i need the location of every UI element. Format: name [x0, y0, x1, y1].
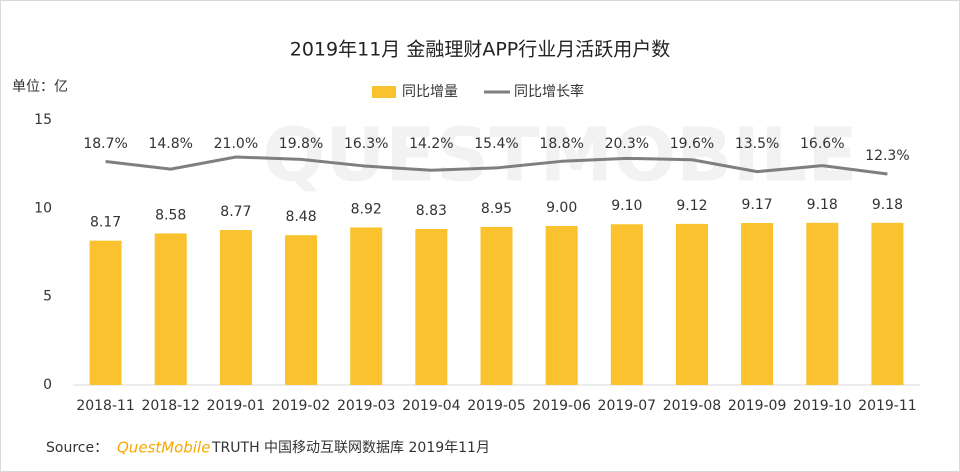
- chart-title: 2019年11月 金融理财APP行业月活跃用户数: [290, 39, 670, 61]
- x-tick-label: 2019-07: [598, 398, 657, 414]
- bar-value-label: 8.77: [220, 204, 251, 220]
- line-value-label: 20.3%: [605, 136, 649, 152]
- line-value-label: 13.5%: [735, 136, 779, 152]
- bar: [350, 227, 383, 385]
- bar-value-label: 9.17: [742, 197, 773, 213]
- bar: [545, 226, 578, 385]
- bar-value-label: 8.83: [416, 203, 447, 219]
- line-value-label: 21.0%: [214, 136, 258, 152]
- line-value-label: 18.8%: [539, 136, 583, 152]
- x-tick-label: 2019-02: [272, 398, 331, 414]
- x-tick-label: 2019-01: [207, 398, 266, 414]
- bar: [480, 226, 513, 385]
- bar: [871, 222, 904, 385]
- legend-label: 同比增量: [402, 84, 458, 100]
- line-value-label: 19.6%: [670, 136, 714, 152]
- bar: [154, 233, 187, 385]
- legend-swatch: [372, 86, 396, 98]
- bar-value-label: 9.18: [807, 197, 838, 213]
- bar-value-label: 9.10: [611, 198, 642, 214]
- bar: [610, 224, 643, 385]
- x-tick-label: 2018-11: [76, 398, 135, 414]
- y-tick-label: 5: [43, 289, 52, 305]
- bar-value-label: 8.92: [351, 201, 382, 217]
- line-value-label: 16.3%: [344, 136, 388, 152]
- bar-value-label: 8.48: [285, 209, 316, 225]
- bar: [806, 222, 839, 385]
- source-prefix: Source：: [46, 440, 108, 456]
- x-tick-label: 2019-08: [663, 398, 722, 414]
- line-value-label: 16.6%: [800, 136, 844, 152]
- line: [105, 155, 888, 176]
- line-value-label: 19.8%: [279, 136, 323, 152]
- bar: [219, 230, 252, 385]
- bar-value-label: 9.18: [872, 197, 903, 213]
- line-value-label: 12.3%: [865, 148, 909, 164]
- bar-value-label: 8.95: [481, 201, 512, 217]
- bar-value-label: 8.17: [90, 215, 121, 231]
- x-tick-label: 2019-09: [728, 398, 787, 414]
- unit-label: 单位：亿: [12, 79, 68, 95]
- line-value-label: 15.4%: [474, 136, 518, 152]
- source-brand: QuestMobile: [117, 439, 210, 457]
- x-tick-label: 2019-03: [337, 398, 396, 414]
- source-text: TRUTH 中国移动互联网数据库 2019年11月: [211, 440, 490, 456]
- bar: [89, 240, 122, 385]
- line-value-label: 18.7%: [83, 136, 127, 152]
- x-tick-label: 2018-12: [141, 398, 200, 414]
- y-tick-label: 15: [34, 112, 52, 128]
- x-tick-label: 2019-10: [793, 398, 852, 414]
- y-tick-label: 10: [34, 200, 52, 216]
- line-value-label: 14.2%: [409, 136, 453, 152]
- legend-label: 同比增长率: [514, 83, 584, 100]
- watermark: QUESTMOBILE: [262, 113, 858, 199]
- y-tick-label: 0: [43, 377, 52, 393]
- bar: [675, 223, 708, 385]
- bar: [741, 222, 774, 385]
- bar-value-label: 8.58: [155, 207, 186, 223]
- line-value-label: 14.8%: [148, 136, 192, 152]
- bar: [285, 235, 318, 385]
- x-tick-label: 2019-04: [402, 398, 461, 414]
- x-tick-label: 2019-05: [467, 398, 526, 414]
- x-tick-label: 2019-06: [532, 398, 591, 414]
- bar-value-label: 9.12: [676, 198, 707, 214]
- bar-value-label: 9.00: [546, 200, 577, 216]
- bar: [415, 229, 448, 385]
- x-tick-label: 2019-11: [858, 398, 917, 414]
